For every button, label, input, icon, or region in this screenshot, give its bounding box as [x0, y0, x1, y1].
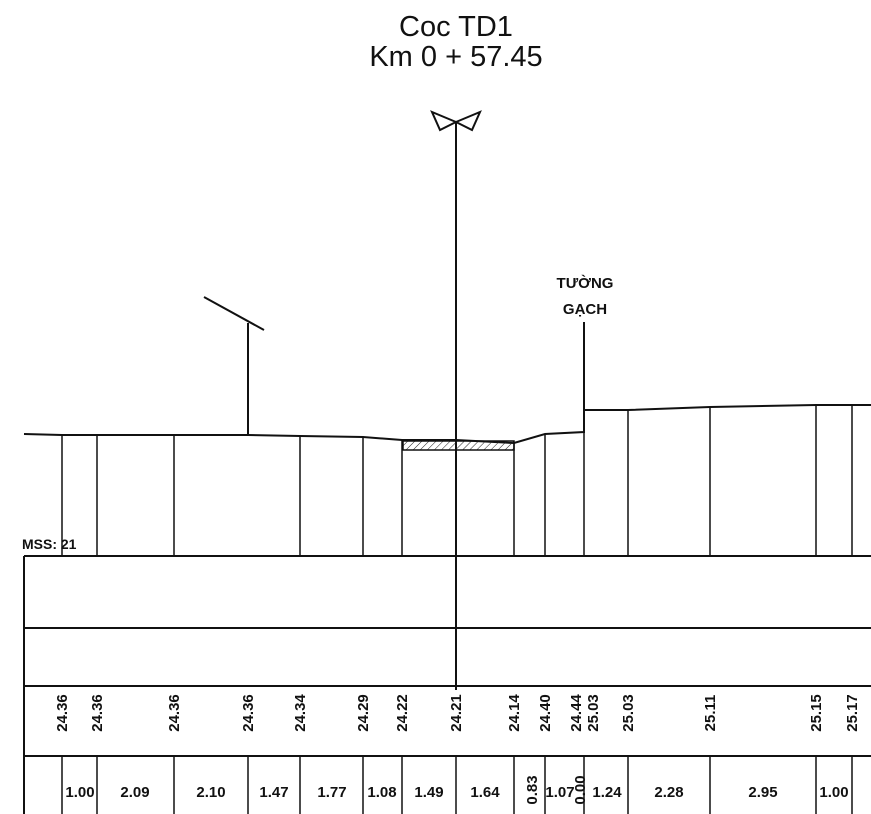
- distance-label: 0.00: [572, 775, 589, 804]
- elevation-label: 25.03: [620, 694, 637, 732]
- distance-label: 2.95: [748, 784, 777, 801]
- distance-label: 1.64: [470, 784, 500, 801]
- distance-label: 0.83: [524, 775, 541, 804]
- title-chainage: Km 0 + 57.45: [369, 41, 542, 73]
- elevation-label: 24.40: [537, 694, 554, 732]
- data-table-frame: [23, 555, 871, 814]
- distance-label: 1.08: [367, 784, 396, 801]
- distance-label: 1.49: [414, 784, 443, 801]
- elevation-label: 24.22: [394, 694, 411, 732]
- wall-label-line1: TƯỜNG: [557, 274, 614, 292]
- elevation-label: 24.36: [240, 694, 257, 732]
- elevation-label: 24.44: [568, 694, 585, 732]
- centerline: [430, 110, 482, 690]
- distance-label: 1.07: [545, 784, 574, 801]
- distance-label: 2.09: [120, 784, 149, 801]
- elevation-label: 24.21: [448, 694, 465, 732]
- station-lines: [61, 405, 853, 556]
- distance-label: 2.10: [196, 784, 225, 801]
- road-pavement-hatch: [402, 440, 515, 451]
- distance-label: 1.00: [65, 784, 94, 801]
- elevation-label: 24.36: [166, 694, 183, 732]
- elevation-row: 24.36 24.36 24.36 24.36 24.34 24.29 24.22 24.21…: [54, 694, 861, 732]
- elevation-label: 24.14: [506, 694, 523, 732]
- title-station: Coc TD1: [399, 11, 513, 43]
- distance-label: 1.00: [819, 784, 848, 801]
- elevation-label: 25.03: [585, 694, 602, 732]
- ground-profile: [23, 404, 871, 445]
- distance-row: 1.00 2.09 2.10 1.47 1.77 1.08 1.49 1.64 0.83 1.07…: [65, 775, 848, 804]
- datum-label: MSS: 21: [22, 536, 77, 552]
- light-pole-icon: [203, 296, 265, 434]
- elevation-label: 25.11: [702, 695, 719, 732]
- wall-label-line2: GẠCH: [563, 301, 607, 318]
- elevation-label: 25.17: [844, 694, 861, 732]
- distance-dividers: [61, 756, 853, 814]
- elevation-label: 24.34: [292, 694, 309, 732]
- elevation-label: 24.29: [355, 694, 372, 732]
- elevation-label: 25.15: [808, 694, 825, 732]
- elevation-label: 24.36: [54, 694, 71, 732]
- distance-label: 2.28: [654, 784, 683, 801]
- distance-label: 1.77: [317, 784, 346, 801]
- distance-label: 1.47: [259, 784, 288, 801]
- distance-label: 1.24: [592, 784, 622, 801]
- elevation-label: 24.36: [89, 694, 106, 732]
